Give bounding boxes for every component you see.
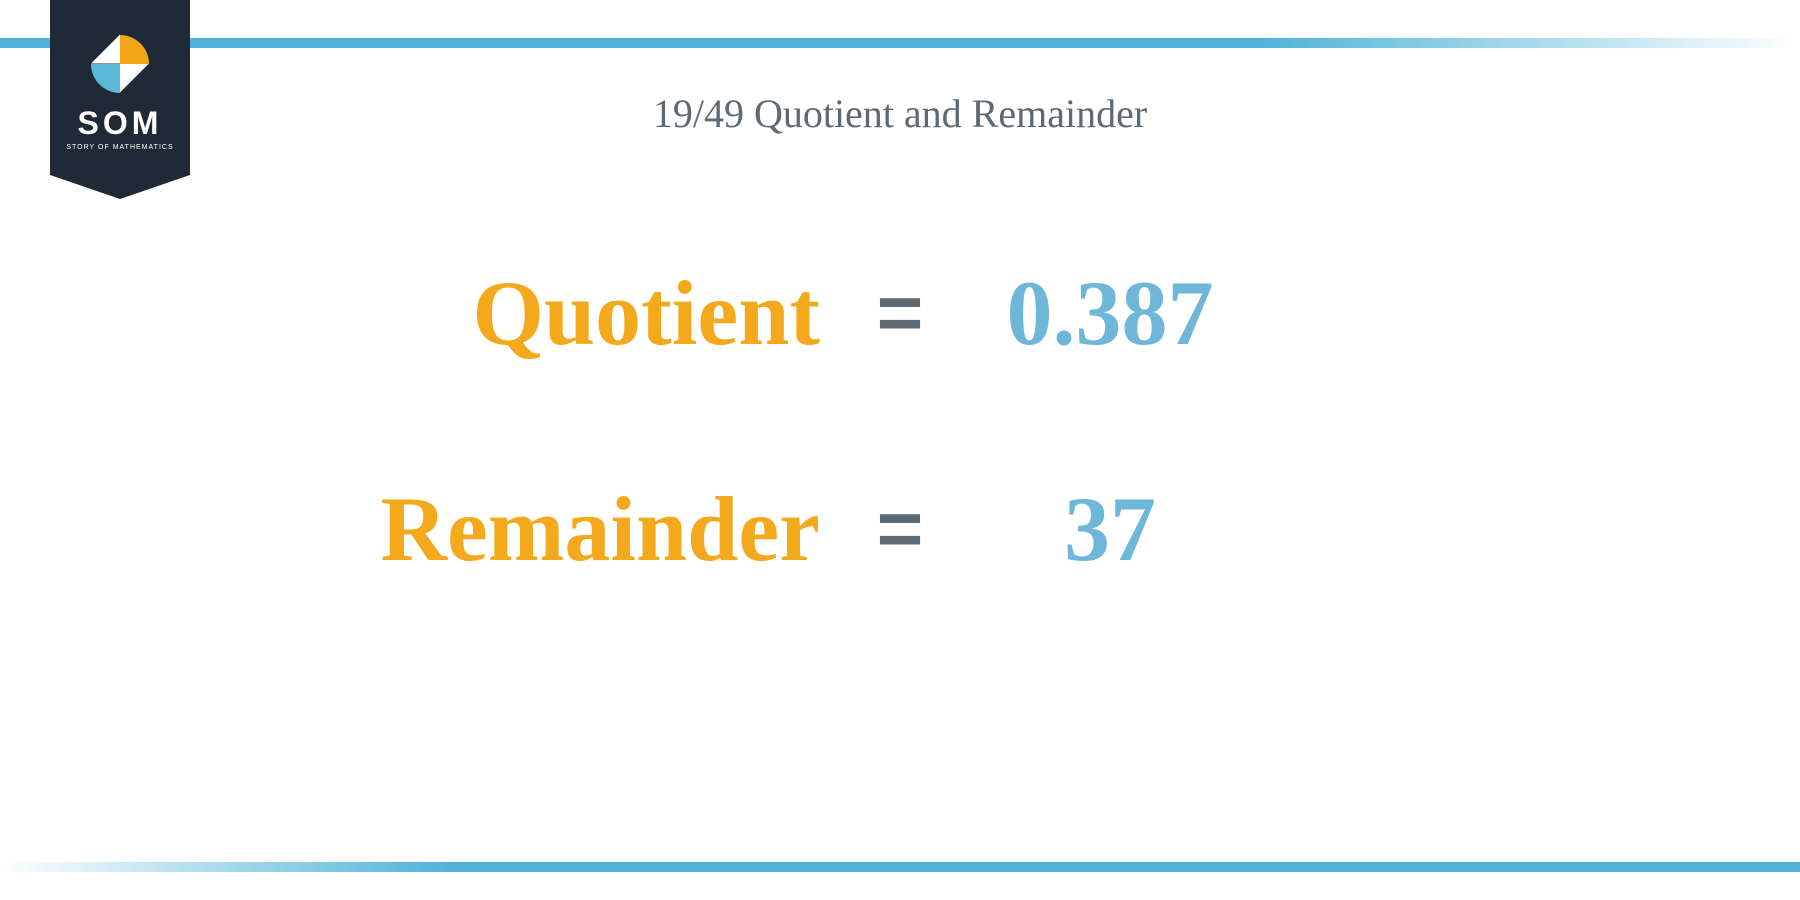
brand-badge: SOM STORY OF MATHEMATICS <box>50 0 190 175</box>
result-row: Remainder = 37 <box>320 476 1420 582</box>
equals-sign: = <box>840 267 960 359</box>
brand-tagline: STORY OF MATHEMATICS <box>66 144 173 151</box>
top-accent-bar <box>0 38 1800 48</box>
result-label: Quotient <box>320 260 840 366</box>
result-value: 37 <box>960 476 1260 582</box>
result-row: Quotient = 0.387 <box>320 260 1420 366</box>
result-label: Remainder <box>320 476 840 582</box>
equals-sign: = <box>840 483 960 575</box>
page-title: 19/49 Quotient and Remainder <box>0 90 1800 137</box>
bottom-accent-bar <box>0 862 1800 872</box>
results-block: Quotient = 0.387 Remainder = 37 <box>320 260 1420 692</box>
brand-logo-icon <box>91 35 149 93</box>
result-value: 0.387 <box>960 260 1260 366</box>
